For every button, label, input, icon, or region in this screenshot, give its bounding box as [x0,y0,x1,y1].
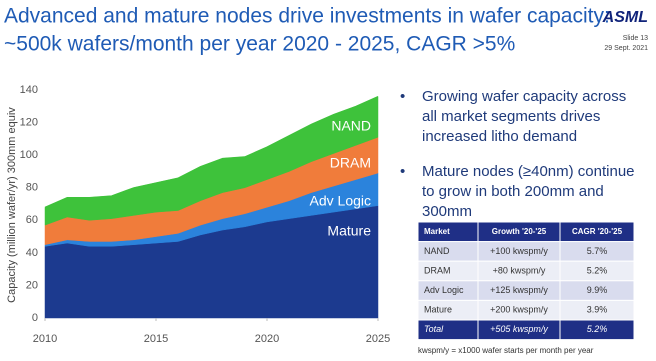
title-line: Advanced and mature nodes drive investme… [4,5,610,28]
slide-number: Slide 13 [623,35,648,42]
x-tick-label: 2010 [33,333,57,345]
y-tick-label: 100 [20,149,38,161]
y-axis-title: Capacity (million wafer/yr) 300mm equiv [6,107,18,303]
table-cell-text: +505 kwspm/y [490,324,548,334]
table-cell-text: DRAM [424,265,451,275]
x-tick-label: 2025 [366,333,390,345]
series-label: Mature [327,223,371,239]
table-cell-text: 3.9% [587,305,608,315]
bullet-dot: • [400,88,405,105]
table-cell-text: 5.2% [587,324,608,334]
bullets: • Growing wafer capacity across all market… [400,88,635,220]
table-header-text: Market [424,227,450,236]
table-cell-text: Mature [424,305,452,315]
title-line: ~500k wafers/month per year 2020 - 2025,… [4,33,515,56]
x-tick-label: 2020 [255,333,279,345]
y-tick-label: 0 [32,312,38,324]
bullet-text: increased litho demand [422,128,577,145]
table-cell-text: +125 kwspm/y [490,285,548,295]
table: Market Growth '20-'25 CAGR '20-'25 NAND +100… [417,221,635,341]
y-tick-label: 40 [26,247,38,259]
logo: ASML [602,9,648,26]
table-cell-text: 5.2% [587,265,608,275]
bullet-text: Mature nodes (≥40nm) continue [422,163,635,180]
bullet-text: Growing wafer capacity across [422,88,626,105]
table-cell-text: 9.9% [587,285,608,295]
y-tick-label: 120 [20,116,38,128]
table-header-text: Growth '20-'25 [492,227,547,236]
y-tick-label: 60 [26,214,38,226]
series-label: Adv Logic [310,193,371,209]
bullet-text: all market segments drives [422,108,600,125]
table-cell-text: 5.7% [587,246,608,256]
table-cell-text: Total [424,324,444,334]
table-cell-text: +100 kwspm/y [490,246,548,256]
table-cell [559,319,635,341]
footnote: kwspm/y = x1000 wafer starts per month p… [418,346,594,355]
x-tick-label: 2015 [144,333,168,345]
table-cell-text: +80 kwspm/y [493,265,546,275]
bullet-dot: • [400,163,405,180]
series-label: NAND [331,118,371,134]
table-cell-text: +200 kwspm/y [490,305,548,315]
y-tick-label: 80 [26,182,38,194]
date: 29 Sept. 2021 [604,45,648,52]
table-header-text: CAGR '20-'25 [572,227,623,236]
bullet-text: 300mm [422,203,472,220]
area-top-edge [44,96,379,208]
series-label: DRAM [330,155,371,171]
bullet-text: to grow in both 200mm and [422,183,604,200]
table-cell-text: NAND [424,246,450,256]
y-tick-label: 140 [20,84,38,96]
table-cell-text: Adv Logic [424,285,464,295]
y-tick-label: 20 [26,279,38,291]
